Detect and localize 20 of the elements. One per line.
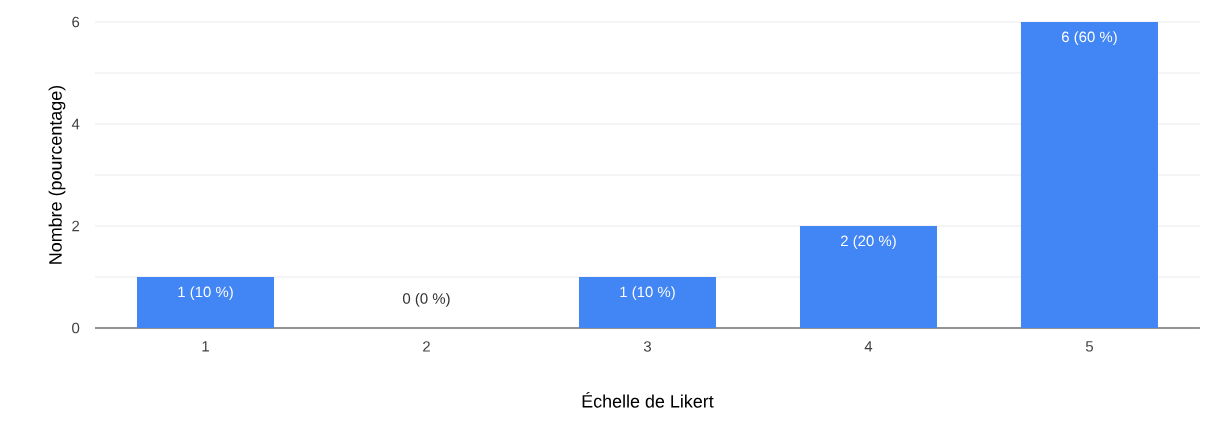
y-tick-label: 2 xyxy=(72,220,80,232)
data-label: 0 (0 %) xyxy=(402,292,450,307)
y-axis-title: Nombre (pourcentage) xyxy=(48,85,66,264)
x-axis-title: Échelle de Likert xyxy=(582,391,714,408)
y-tick-label: 6 xyxy=(72,16,80,28)
x-tick-label: 4 xyxy=(864,341,873,352)
data-label: 6 (60 %) xyxy=(1061,31,1117,46)
bar xyxy=(136,277,275,328)
x-tick-label: 3 xyxy=(643,341,651,352)
x-tick-label: 2 xyxy=(423,341,430,352)
x-tick-label: 1 xyxy=(202,341,209,352)
bar xyxy=(799,226,937,328)
y-tick-label: 0 xyxy=(72,322,80,334)
bar xyxy=(578,277,716,328)
data-label: 1 (10 %) xyxy=(178,286,233,301)
data-label: 2 (20 %) xyxy=(840,235,896,250)
x-tick-label: 5 xyxy=(1085,341,1093,352)
bar xyxy=(1020,22,1158,328)
data-label: 1 (10 %) xyxy=(620,286,675,301)
y-tick-label: 4 xyxy=(71,118,80,130)
